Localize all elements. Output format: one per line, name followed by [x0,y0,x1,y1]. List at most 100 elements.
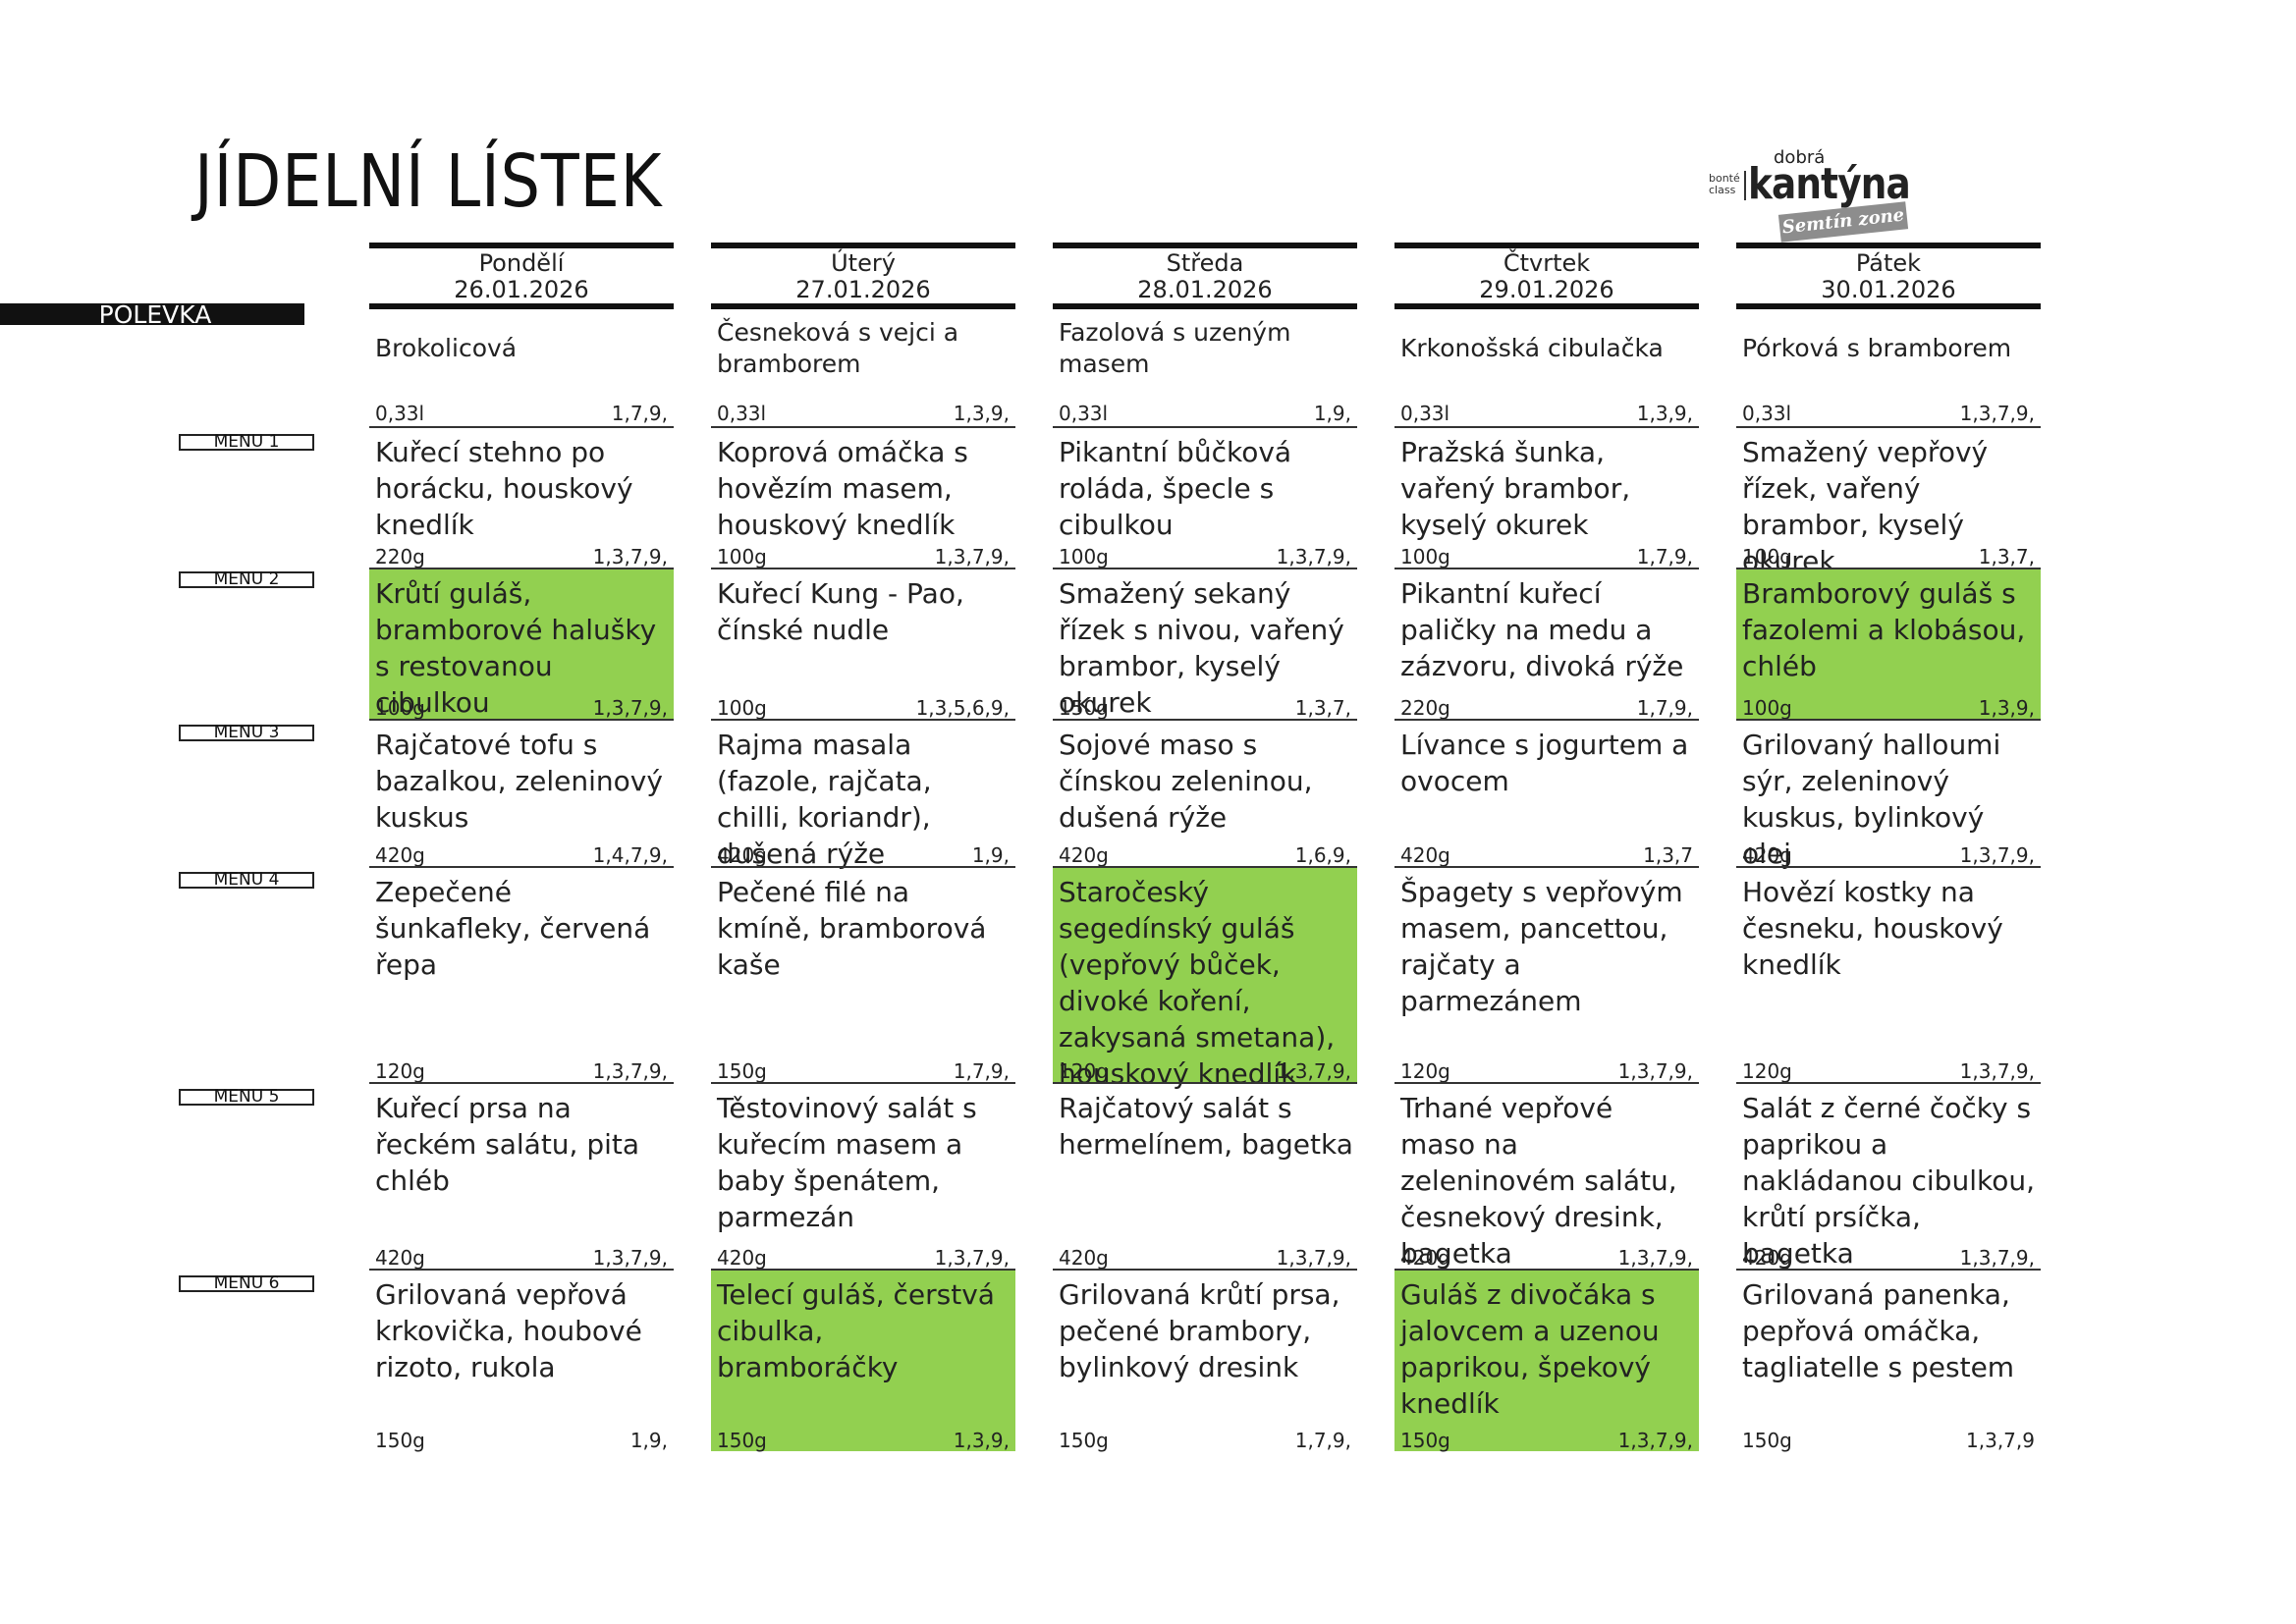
dish-meta: 420g 1,3,7,9, [1742,1247,2035,1269]
weight: 420g [1400,1246,1450,1270]
day-column: Středa 28.01.2026 Fazolová s uzeným masem 0… [1053,0,1357,1624]
dish-name: Kuřecí prsa na řeckém salátu, pita chléb [375,1092,640,1197]
row-divider [711,719,1015,721]
day-name: Čtvrtek [1503,249,1591,277]
dish-name: Pikantní bůčková roláda, špecle s cibulk… [1059,436,1292,541]
menu-cell-4: Staročeský segedínský guláš (vepřový bůč… [1053,868,1357,1090]
allergens: 1,3,9, [1978,696,2035,720]
row-divider [1736,866,2041,868]
dish-meta: 100g 1,3,5,6,9, [717,697,1010,719]
row-divider [1394,568,1699,569]
row-divider [711,1269,1015,1271]
allergens: 1,3,7,9, [1959,843,2035,867]
weight: 420g [1059,843,1109,867]
row-label-menu-6: MENU 6 [179,1275,314,1292]
weight: 0,33l [1400,402,1450,425]
allergens: 1,3,7, [1978,545,2035,568]
weight: 150g [717,1059,767,1083]
row-divider [1736,568,2041,569]
soup-name: Krkonošská cibulačka [1400,334,1664,362]
dish-name: Pikantní kuřecí paličky na medu a zázvor… [1400,577,1684,682]
dish-name: Těstovinový salát s kuřecím masem a baby… [717,1092,977,1233]
menu-cell-2: Smažený sekaný řízek s nivou, vařený bra… [1053,569,1357,719]
dish-name: Grilovaná panenka, pepřová omáčka, tagli… [1742,1278,2015,1383]
row-divider [1053,866,1357,868]
dish-name: Grilovaná vepřová krkovička, houbové riz… [375,1278,642,1383]
logo-bonte-class: bonté class [1709,172,1740,196]
dish-name: Sojové maso s čínskou zeleninou, dušená … [1059,729,1313,834]
weight: 120g [1742,1059,1792,1083]
dish-meta: 150g 1,9, [375,1430,668,1451]
day-date: 29.01.2026 [1479,276,1614,303]
dish-meta: 150g 1,7,9, [1059,1430,1351,1451]
dish-meta: 150g 1,3,7,9, [1400,1430,1693,1451]
day-date: 30.01.2026 [1821,276,1956,303]
allergens: 1,3,7,9, [1959,402,2035,425]
dish-meta: 150g 1,7,9, [717,1060,1010,1082]
dish-meta: 420g 1,3,7,9, [717,1247,1010,1269]
allergens: 1,3,7,9, [934,545,1010,568]
weight: 100g [375,696,425,720]
weight: 120g [1059,1059,1109,1083]
dish-meta: 100g 1,3,7,9, [375,697,668,719]
allergens: 1,3,7,9, [934,1246,1010,1270]
dish-name: Hovězí kostky na česneku, houskový knedl… [1742,876,2003,981]
allergens: 1,3,7,9, [592,696,668,720]
soup-name: Pórková s bramborem [1742,334,2012,362]
weight: 420g [717,1246,767,1270]
menu-cell-5: Kuřecí prsa na řeckém salátu, pita chléb… [369,1084,674,1269]
dish-name: Grilovaný halloumi sýr, zeleninový kusku… [1742,729,2001,870]
allergens: 1,3,7,9, [1276,545,1351,568]
dish-meta: 120g 1,3,7,9, [1059,1060,1351,1082]
row-divider [1053,1082,1357,1084]
allergens: 1,7,9, [1636,545,1693,568]
row-divider [711,568,1015,569]
menu-cell-1: Pikantní bůčková roláda, špecle s cibulk… [1053,428,1357,568]
soup-meta: 0,33l 1,3,9, [717,403,1010,424]
soup-name: Česneková s vejci a bramborem [717,318,959,378]
page-title: JÍDELNÍ LÍSTEK [194,139,663,224]
allergens: 1,3,9, [1636,402,1693,425]
dish-meta: 120g 1,3,7,9, [375,1060,668,1082]
dish-name: Smažený sekaný řízek s nivou, vařený bra… [1059,577,1344,719]
dish-name: Rajma masala (fazole, rajčata, chilli, k… [717,729,932,870]
menu-cell-5: Rajčatový salát s hermelínem, bagetka 420… [1053,1084,1357,1269]
row-label-menu-1: MENU 1 [179,434,314,451]
day-column: Úterý 27.01.2026 Česneková s vejci a bramb… [711,0,1015,1624]
dish-name: Bramborový guláš s fazolemi a klobásou, … [1742,577,2026,682]
allergens: 1,3,9, [953,402,1010,425]
dish-name: Pražská šunka, vařený brambor, kyselý ok… [1400,436,1631,541]
dish-name: Salát z černé čočky s paprikou a nakláda… [1742,1092,2035,1270]
allergens: 1,4,7,9, [592,843,668,867]
dish-meta: 420g 1,3,7,9, [1742,844,2035,866]
weight: 220g [1400,696,1450,720]
day-name: Středa [1166,249,1244,277]
day-name: Úterý [831,249,896,277]
row-divider [1394,426,1699,428]
dish-meta: 420g 1,4,7,9, [375,844,668,866]
weight: 420g [1742,1246,1792,1270]
dish-meta: 420g 1,3,7,9, [375,1247,668,1269]
logo-separator [1744,171,1746,200]
weight: 120g [375,1059,425,1083]
menu-cell-5: Těstovinový salát s kuřecím masem a baby… [711,1084,1015,1269]
menu-cell-3: Grilovaný halloumi sýr, zeleninový kusku… [1736,721,2041,870]
soup-cell: Pórková s bramborem [1736,312,2041,385]
dish-meta: 150g 1,3,7,9 [1742,1430,2035,1451]
allergens: 1,7,9, [1636,696,1693,720]
menu-cell-3: Sojové maso s čínskou zeleninou, dušená … [1053,721,1357,866]
row-divider [369,866,674,868]
row-divider [1053,719,1357,721]
dish-meta: 120g 1,3,7,9, [1742,1060,2035,1082]
row-divider [1053,568,1357,569]
dish-meta: 420g 1,6,9, [1059,844,1351,866]
day-date: 28.01.2026 [1137,276,1273,303]
allergens: 1,3,7,9, [1959,1059,2035,1083]
dish-name: Kuřecí Kung - Pao, čínské nudle [717,577,964,646]
menu-cell-5: Trhané vepřové maso na zeleninovém salát… [1394,1084,1699,1270]
dish-name: Grilovaná krůtí prsa, pečené brambory, b… [1059,1278,1340,1383]
weight: 220g [375,545,425,568]
dish-meta: 100g 1,7,9, [1400,546,1693,568]
day-name: Pátek [1855,249,1922,277]
row-divider [369,1269,674,1271]
